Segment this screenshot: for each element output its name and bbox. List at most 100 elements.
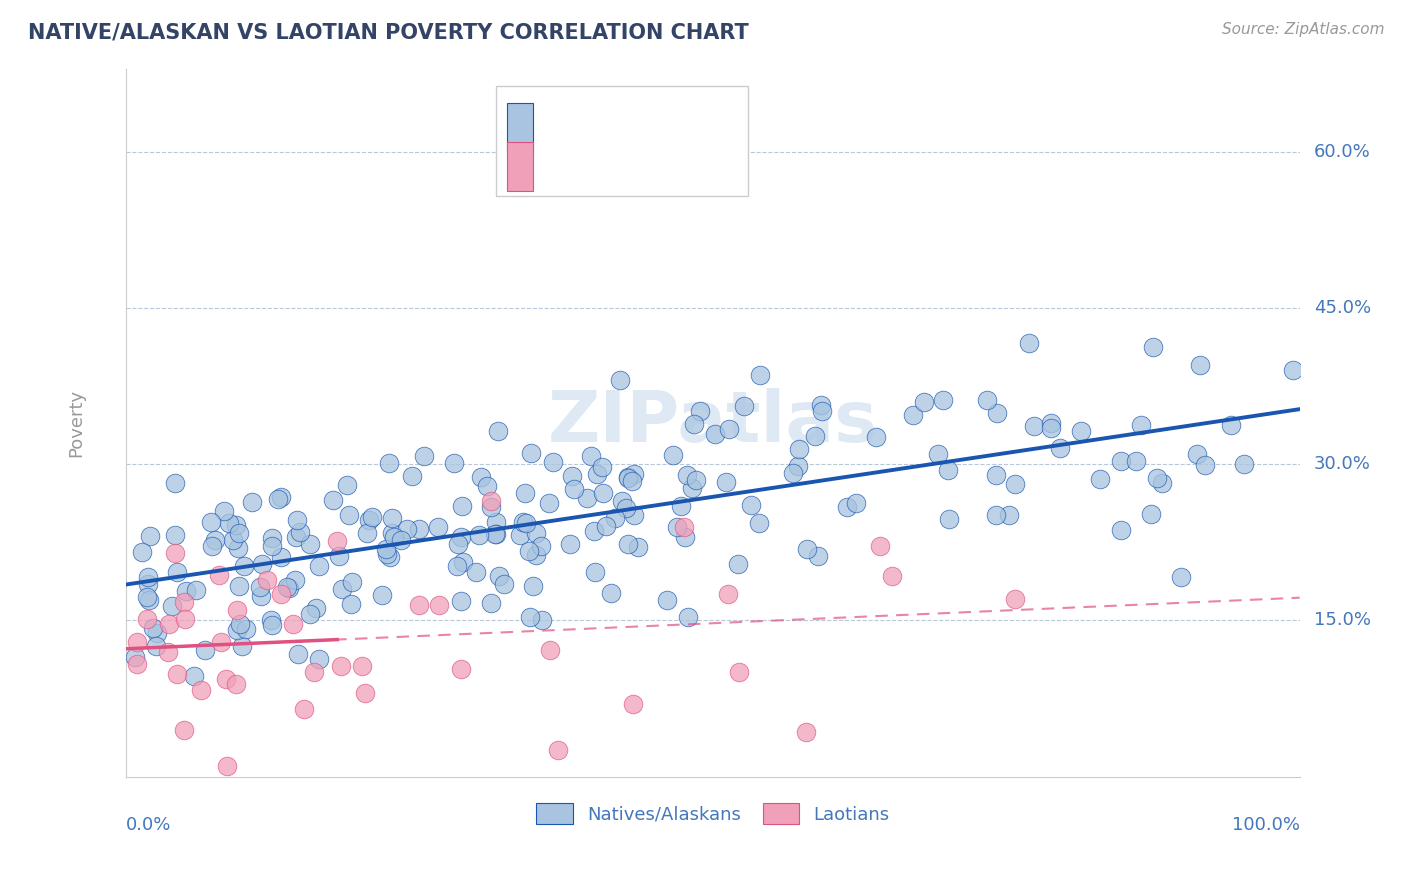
Point <box>136 576 159 591</box>
Point <box>479 500 502 514</box>
Point <box>517 543 540 558</box>
Point <box>520 446 543 460</box>
Text: 15.0%: 15.0% <box>1313 611 1371 630</box>
Point <box>201 539 224 553</box>
Point <box>190 683 212 698</box>
Text: NATIVE/ALASKAN VS LAOTIAN POVERTY CORRELATION CHART: NATIVE/ALASKAN VS LAOTIAN POVERTY CORREL… <box>28 22 749 42</box>
Point <box>340 597 363 611</box>
Point <box>1219 417 1241 432</box>
Point <box>396 522 419 536</box>
Point <box>288 524 311 539</box>
Point <box>810 398 832 412</box>
Point <box>558 537 581 551</box>
Point <box>470 469 492 483</box>
Point <box>156 645 179 659</box>
Point <box>308 558 330 573</box>
Point <box>1088 472 1111 486</box>
Point <box>673 530 696 544</box>
Point <box>166 667 188 681</box>
Point <box>408 598 430 612</box>
Point <box>228 617 250 632</box>
Point <box>581 449 603 463</box>
FancyBboxPatch shape <box>508 103 533 153</box>
Point <box>328 549 350 564</box>
Point <box>609 373 631 387</box>
Point <box>173 595 195 609</box>
Point <box>375 547 398 561</box>
Point <box>371 588 394 602</box>
Point <box>1170 570 1192 584</box>
Point <box>186 583 208 598</box>
Point <box>936 462 959 476</box>
Point <box>526 526 548 541</box>
Point <box>522 579 544 593</box>
Point <box>984 467 1007 482</box>
Point <box>538 643 561 657</box>
Point <box>796 725 818 739</box>
Point <box>467 528 489 542</box>
Point <box>623 508 645 522</box>
Point <box>675 468 697 483</box>
FancyBboxPatch shape <box>508 142 533 191</box>
Point <box>543 455 565 469</box>
Point <box>1125 454 1147 468</box>
Point <box>429 598 451 612</box>
Point <box>620 474 643 488</box>
Text: N = 200: N = 200 <box>665 119 741 137</box>
Point <box>136 612 159 626</box>
Point <box>488 568 510 582</box>
Point <box>401 468 423 483</box>
Point <box>912 395 935 409</box>
Point <box>479 597 502 611</box>
Point <box>142 621 165 635</box>
Point <box>479 493 502 508</box>
Point <box>1142 340 1164 354</box>
Point <box>938 512 960 526</box>
Point <box>1189 359 1212 373</box>
Point <box>259 613 281 627</box>
Point <box>492 576 515 591</box>
Text: 0.0%: 0.0% <box>127 815 172 833</box>
Point <box>240 495 263 509</box>
Point <box>592 486 614 500</box>
Point <box>298 607 321 622</box>
Point <box>450 594 472 608</box>
Point <box>623 467 645 481</box>
Point <box>250 589 273 603</box>
Point <box>308 652 330 666</box>
Point <box>228 579 250 593</box>
Point <box>485 527 508 541</box>
Point <box>903 408 925 422</box>
Text: R = 0.653: R = 0.653 <box>547 119 645 137</box>
Point <box>173 723 195 737</box>
Point <box>1004 477 1026 491</box>
Point <box>561 469 583 483</box>
Text: Source: ZipAtlas.com: Source: ZipAtlas.com <box>1222 22 1385 37</box>
Point <box>998 508 1021 522</box>
Point <box>226 541 249 556</box>
Point <box>233 559 256 574</box>
Point <box>381 526 404 541</box>
Point <box>537 496 560 510</box>
Point <box>159 616 181 631</box>
Legend: Natives/Alaskans, Laotians: Natives/Alaskans, Laotians <box>529 796 897 831</box>
Point <box>382 530 405 544</box>
Point <box>749 368 772 383</box>
Point <box>281 617 304 632</box>
Point <box>427 520 450 534</box>
Point <box>1233 458 1256 472</box>
Point <box>304 665 326 679</box>
Point <box>986 406 1008 420</box>
Point <box>617 470 640 484</box>
Point <box>1109 454 1132 468</box>
Point <box>284 573 307 587</box>
Point <box>125 635 148 649</box>
Point <box>162 599 184 613</box>
Point <box>1018 336 1040 351</box>
Point <box>865 430 887 444</box>
Point <box>375 541 398 556</box>
Point <box>880 569 903 583</box>
Point <box>408 522 430 536</box>
Point <box>225 518 247 533</box>
Point <box>614 501 637 516</box>
